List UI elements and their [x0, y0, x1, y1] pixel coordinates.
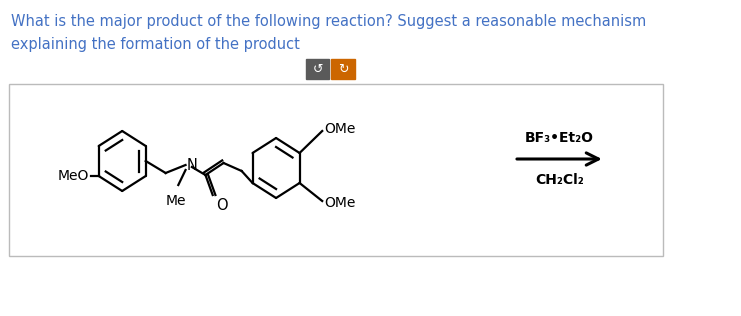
Bar [331, 59, 355, 79]
Text: Me: Me [165, 194, 186, 208]
Text: CH₂Cl₂: CH₂Cl₂ [535, 173, 584, 187]
Text: What is the major product of the following reaction? Suggest a reasonable mechan: What is the major product of the followi… [11, 14, 646, 29]
Text: O: O [216, 198, 228, 213]
Bar [306, 59, 330, 79]
Text: explaining the formation of the product: explaining the formation of the product [11, 37, 300, 52]
Text: MeO: MeO [57, 169, 89, 183]
Text: OMe: OMe [324, 196, 356, 210]
Text: ↺: ↺ [313, 63, 323, 76]
Text: OMe: OMe [324, 122, 356, 136]
Text: BF₃•Et₂O: BF₃•Et₂O [525, 131, 594, 145]
Bar [9, 84, 662, 256]
Text: N: N [187, 157, 197, 173]
Text: ↻: ↻ [338, 63, 348, 76]
